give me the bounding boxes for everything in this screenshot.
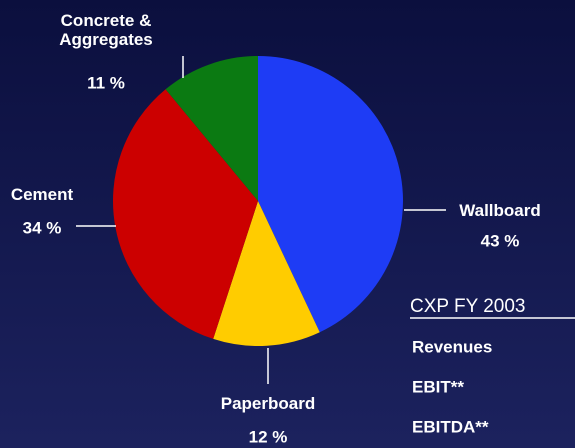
pie-slice: [113, 89, 258, 339]
labels: Wallboard 43 % Paperboard 12 % Cement 34 % Con…: [11, 11, 541, 446]
pie-slice: [258, 56, 404, 333]
slice-label: Wallboard: [459, 201, 541, 220]
pie-slice: [165, 56, 258, 201]
label-line: Cement: [11, 185, 74, 204]
slice-label: Concrete & Aggregates: [59, 11, 153, 49]
panel-row: EBIT**: [412, 377, 464, 396]
value-label: 34 %: [23, 218, 62, 237]
panel-heading: CXP FY 2003: [410, 296, 525, 317]
slice-label: Cement: [11, 185, 74, 204]
label-line: Wallboard: [459, 201, 541, 220]
pie-slice: [213, 201, 320, 346]
label-line: Paperboard: [221, 394, 315, 413]
pie: [113, 56, 404, 346]
value-label: 43 %: [481, 231, 520, 250]
panel-row: Revenues: [412, 337, 492, 356]
value-label: 11 %: [87, 73, 125, 92]
panel-row: EBITDA**: [412, 417, 489, 436]
slice-label: Paperboard: [221, 394, 315, 413]
label-line: Aggregates: [59, 30, 153, 49]
label-line: Concrete &: [61, 11, 152, 30]
value-label: 12 %: [249, 427, 288, 446]
side-panel: CXP FY 2003 Revenues EBIT** EBITDA**: [410, 296, 575, 436]
